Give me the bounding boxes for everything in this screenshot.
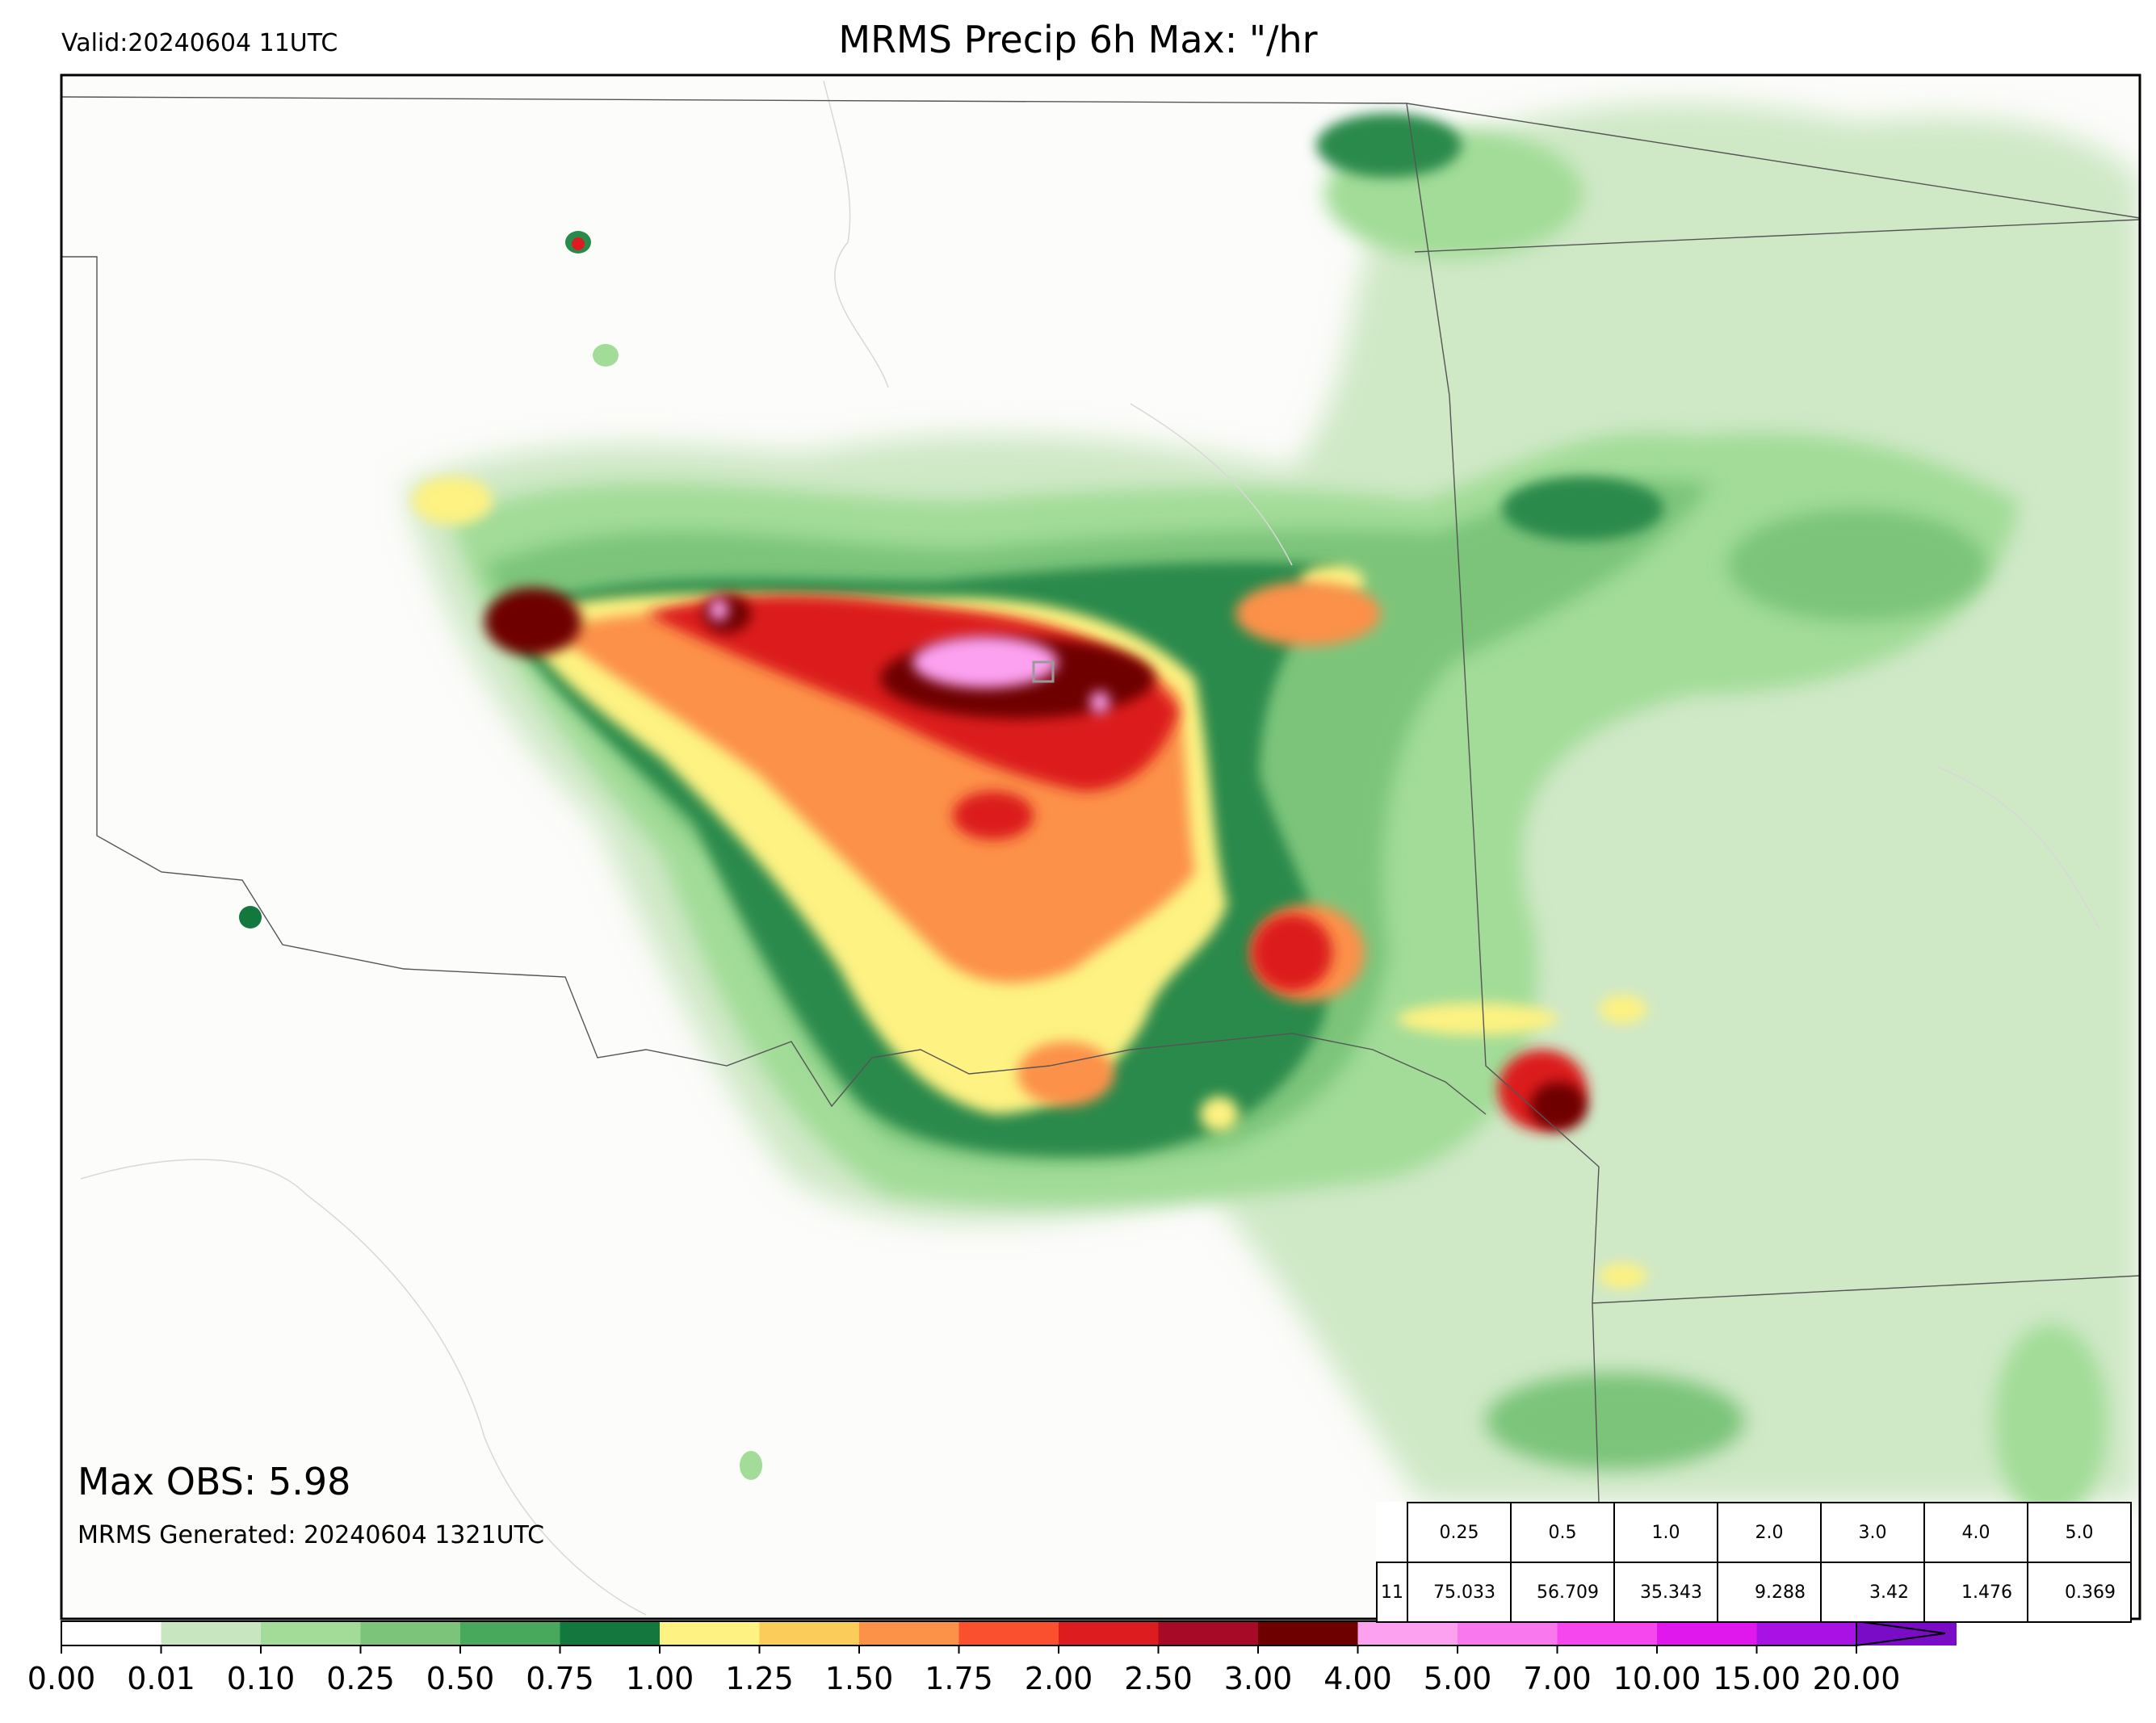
value-cell: 9.288 — [1717, 1562, 1822, 1623]
colorbar-swatch — [261, 1621, 361, 1645]
colorbar-tick-label: 5.00 — [1424, 1661, 1492, 1696]
threshold-cell: 4.0 — [1923, 1502, 2028, 1563]
colorbar-swatch — [1258, 1621, 1358, 1645]
colorbar-swatch — [1557, 1621, 1658, 1645]
colorbar-tick-label: 1.50 — [825, 1661, 894, 1696]
colorbar-swatch — [1756, 1621, 1857, 1645]
max-obs-label: Max OBS: 5.98 — [78, 1460, 351, 1503]
value-cell: 75.033 — [1407, 1562, 1512, 1623]
colorbar-tick-label: 0.10 — [227, 1661, 296, 1696]
colorbar-swatch — [660, 1621, 760, 1645]
precip-pink-core — [709, 598, 1109, 714]
colorbar-tick-label: 0.50 — [426, 1661, 495, 1696]
colorbar-tick-label: 3.00 — [1224, 1661, 1293, 1696]
colorbar-tick-label: 4.00 — [1323, 1661, 1392, 1696]
colorbar-tick-label: 2.00 — [1025, 1661, 1093, 1696]
colorbar-tick-label: 15.00 — [1713, 1661, 1801, 1696]
stats-value-row: 11 75.033 56.709 35.343 9.288 3.42 1.476… — [1376, 1562, 2132, 1623]
stats-row-label: 11 — [1376, 1562, 1408, 1623]
colorbar-swatch — [560, 1621, 661, 1645]
generated-label: MRMS Generated: 20240604 1321UTC — [78, 1521, 545, 1549]
colorbar-tick-label: 1.00 — [626, 1661, 694, 1696]
colorbar-tick-label: 20.00 — [1813, 1661, 1901, 1696]
stats-corner — [1377, 1503, 1407, 1563]
colorbar-tick-label: 7.00 — [1523, 1661, 1592, 1696]
colorbar-swatch — [859, 1621, 959, 1645]
colorbar-tick-label: 0.25 — [326, 1661, 395, 1696]
state-boundaries — [61, 96, 2140, 1503]
colorbar-tick-label: 0.00 — [27, 1661, 96, 1696]
threshold-cell: 3.0 — [1820, 1502, 1925, 1563]
threshold-cell: 0.25 — [1407, 1502, 1512, 1563]
colorbar-tick-label: 0.75 — [526, 1661, 594, 1696]
threshold-cell: 1.0 — [1613, 1502, 1718, 1563]
stats-header-row: 0.25 0.5 1.0 2.0 3.0 4.0 5.0 — [1377, 1502, 2132, 1563]
colorbar-swatch — [958, 1621, 1059, 1645]
isolated-cells — [239, 231, 762, 1480]
colorbar-tick-label: 2.50 — [1124, 1661, 1193, 1696]
colorbar-swatch — [161, 1621, 262, 1645]
colorbar-swatch — [1059, 1621, 1159, 1645]
colorbar-swatch — [460, 1621, 560, 1645]
colorbar-tick-label: 1.25 — [725, 1661, 794, 1696]
value-cell: 35.343 — [1613, 1562, 1718, 1623]
colorbar-tick-label: 1.75 — [925, 1661, 993, 1696]
colorbar-swatch — [1458, 1621, 1558, 1645]
value-cell: 0.369 — [2027, 1562, 2132, 1623]
value-cell: 3.42 — [1820, 1562, 1925, 1623]
colorbar-swatch — [360, 1621, 461, 1645]
value-cell: 56.709 — [1510, 1562, 1615, 1623]
colorbar-swatch — [1357, 1621, 1458, 1645]
map-frame — [60, 73, 2141, 1620]
colorbar-tick-label: 0.01 — [127, 1661, 195, 1696]
threshold-cell: 2.0 — [1717, 1502, 1822, 1563]
value-cell: 1.476 — [1923, 1562, 2028, 1623]
threshold-cell: 0.5 — [1510, 1502, 1615, 1563]
colorbar-swatch — [759, 1621, 860, 1645]
county-lines — [80, 80, 2100, 1616]
colorbar: 0.00 0.01 0.10 0.25 0.50 0.75 1.00 1.25 1.50 1.75… — [27, 1620, 1957, 1696]
chart-title: MRMS Precip 6h Max: "/hr — [838, 18, 1318, 61]
colorbar-swatch — [1657, 1621, 1757, 1645]
colorbar-swatch — [61, 1621, 161, 1645]
valid-time: Valid:20240604 11UTC — [61, 29, 338, 57]
stats-table: 0.25 0.5 1.0 2.0 3.0 4.0 5.0 11 75.033 5… — [1376, 1502, 2132, 1623]
colorbar-swatch — [1158, 1621, 1259, 1645]
threshold-cell: 5.0 — [2027, 1502, 2132, 1563]
colorbar-tick-label: 10.00 — [1613, 1661, 1701, 1696]
peak-marker — [1032, 660, 1055, 683]
